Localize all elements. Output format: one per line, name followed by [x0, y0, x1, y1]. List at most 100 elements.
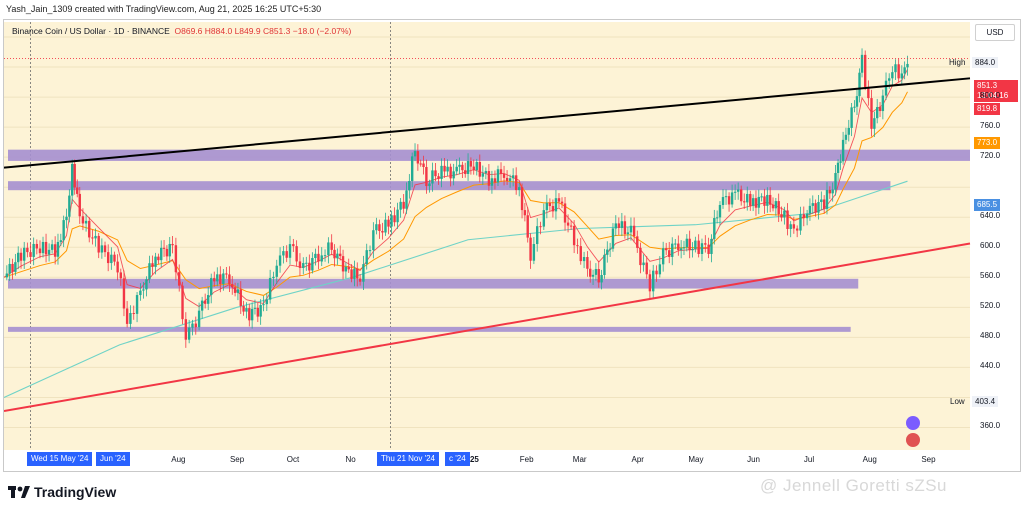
candle-body [897, 64, 900, 79]
symbol-name[interactable]: Binance Coin / US Dollar · 1D · BINANCE [12, 26, 170, 36]
candle-body [68, 195, 71, 217]
candle-body [505, 177, 509, 181]
candle-body [841, 139, 845, 162]
candle-body [664, 248, 668, 251]
candle-body [446, 166, 449, 172]
created-caption: Yash_Jain_1309 created with TradingView.… [6, 4, 322, 14]
candle-body [811, 203, 814, 206]
candle-body [387, 219, 390, 227]
candle-body [542, 210, 546, 227]
y-tick-label: 520.0 [980, 301, 1001, 311]
y-tick-label: 560.0 [980, 271, 1001, 281]
candle-body [881, 95, 885, 112]
last-price-tag: 851.3 13:04:16 [974, 80, 1018, 102]
candle-body [766, 194, 769, 206]
candle-body [11, 263, 14, 272]
x-tick-label: Sep [921, 455, 936, 464]
candle-body [763, 196, 766, 206]
candle-body [887, 78, 891, 81]
candle-body [789, 224, 792, 229]
x-tick-label: Oct [286, 455, 300, 464]
candle-body [825, 189, 829, 209]
candle-body [125, 308, 129, 324]
candle-body [799, 214, 802, 231]
candle-body [746, 193, 749, 203]
low-label: Low [950, 397, 965, 406]
candle-body [256, 307, 260, 317]
candle-body [390, 215, 393, 227]
candle-body [466, 161, 470, 174]
candle-body [206, 295, 210, 304]
candle-body [777, 201, 780, 215]
flag-icon[interactable] [906, 433, 920, 447]
candle-body [210, 278, 213, 296]
candle-body [305, 262, 308, 264]
candle-body [700, 243, 704, 254]
alert-icon[interactable] [906, 416, 920, 430]
candle-body [375, 224, 378, 231]
candle-body [713, 218, 716, 239]
candle-body [569, 225, 573, 227]
last-price-value: 851.3 [977, 81, 998, 90]
candle-body [743, 201, 746, 203]
candle-body [623, 221, 627, 235]
candle-body [469, 161, 473, 167]
candle-body [154, 256, 157, 267]
candle-body [661, 248, 665, 265]
candle-body [707, 244, 710, 254]
candle-body [23, 247, 26, 261]
candle-body [611, 228, 615, 249]
candle-body [362, 264, 365, 282]
candle-body [792, 224, 796, 229]
candle-body [425, 167, 428, 187]
candle-body [62, 220, 65, 241]
candle-body [160, 247, 163, 261]
candle-body [151, 263, 154, 267]
candle-body [636, 236, 639, 248]
candle-body [122, 278, 126, 309]
candle-body [850, 107, 853, 128]
ema-fast-tag: 819.8 [974, 103, 1001, 115]
candle-body [802, 214, 805, 219]
high-value: 884.0 [972, 57, 999, 68]
candle-body [873, 118, 876, 129]
tradingview-logo[interactable]: TradingView [8, 484, 116, 500]
currency-button[interactable]: USD [975, 24, 1015, 41]
candle-body [38, 248, 42, 254]
candle-body [668, 250, 671, 257]
candle-body [91, 237, 94, 239]
candle-body [275, 265, 278, 277]
candle-body [671, 243, 674, 257]
candle-body [135, 295, 139, 314]
candle-body [233, 287, 237, 293]
candle-body [539, 226, 542, 228]
candle-body [608, 248, 612, 250]
trendline-support [4, 242, 971, 412]
candle-body [145, 279, 148, 290]
y-tick-label: 480.0 [980, 331, 1001, 341]
x-tick-label: Jul [803, 455, 815, 464]
candle-body [484, 171, 488, 174]
candle-body [419, 163, 422, 165]
candle-body [311, 258, 314, 271]
y-tick-label: 600.0 [980, 241, 1001, 251]
candle-body [878, 107, 882, 112]
candle-body [685, 238, 689, 248]
support-resistance-zone [8, 326, 851, 332]
candle-body [576, 245, 579, 247]
candle-body [771, 204, 775, 209]
candle-body [88, 220, 91, 238]
candle-body [828, 189, 832, 194]
candle-body [774, 201, 778, 209]
candle-body [805, 213, 809, 219]
candle-body [308, 262, 311, 271]
candle-body [245, 308, 248, 312]
crosshair-date-left-partial: Jun '24 [96, 452, 130, 466]
candle-body [783, 210, 786, 218]
candle-body [41, 241, 45, 254]
candle-body [694, 240, 697, 250]
ema-mid-tag: 773.0 [974, 137, 1001, 149]
x-tick-label: May [688, 455, 704, 464]
price-chart[interactable] [4, 20, 1020, 471]
chart-frame[interactable] [3, 19, 1021, 472]
